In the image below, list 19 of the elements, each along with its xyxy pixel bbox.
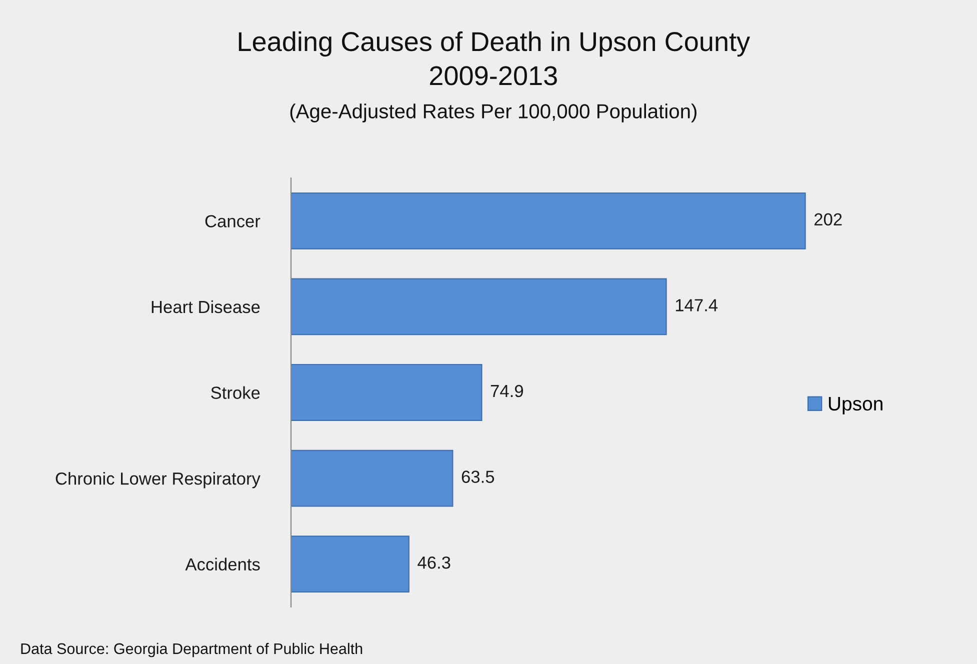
chart-subtitle: (Age-Adjusted Rates Per 100,000 Population)	[290, 104, 696, 122]
chart-title: Leading Causes of Death in Upson County 2009-2013	[238, 31, 750, 86]
bar	[291, 192, 806, 250]
data-label: 46.3	[418, 556, 450, 569]
data-label: 74.9	[490, 384, 523, 398]
bar	[291, 278, 667, 336]
bar	[291, 364, 482, 421]
legend-label: Upson	[828, 397, 882, 414]
y-tick-label: Chronic Lower Respiratory	[56, 472, 260, 488]
source-note: Data Source: Georgia Department of Public Health	[21, 642, 362, 658]
data-label: 147.4	[676, 299, 718, 312]
y-tick-label: Heart Disease	[152, 300, 260, 314]
bar	[291, 536, 410, 593]
bar	[291, 450, 454, 507]
y-tick-label: Stroke	[211, 386, 260, 399]
y-tick-label: Accidents	[185, 558, 260, 571]
data-label: 202	[814, 213, 842, 226]
data-label: 63.5	[462, 470, 494, 483]
y-tick-label: Cancer	[205, 215, 260, 228]
